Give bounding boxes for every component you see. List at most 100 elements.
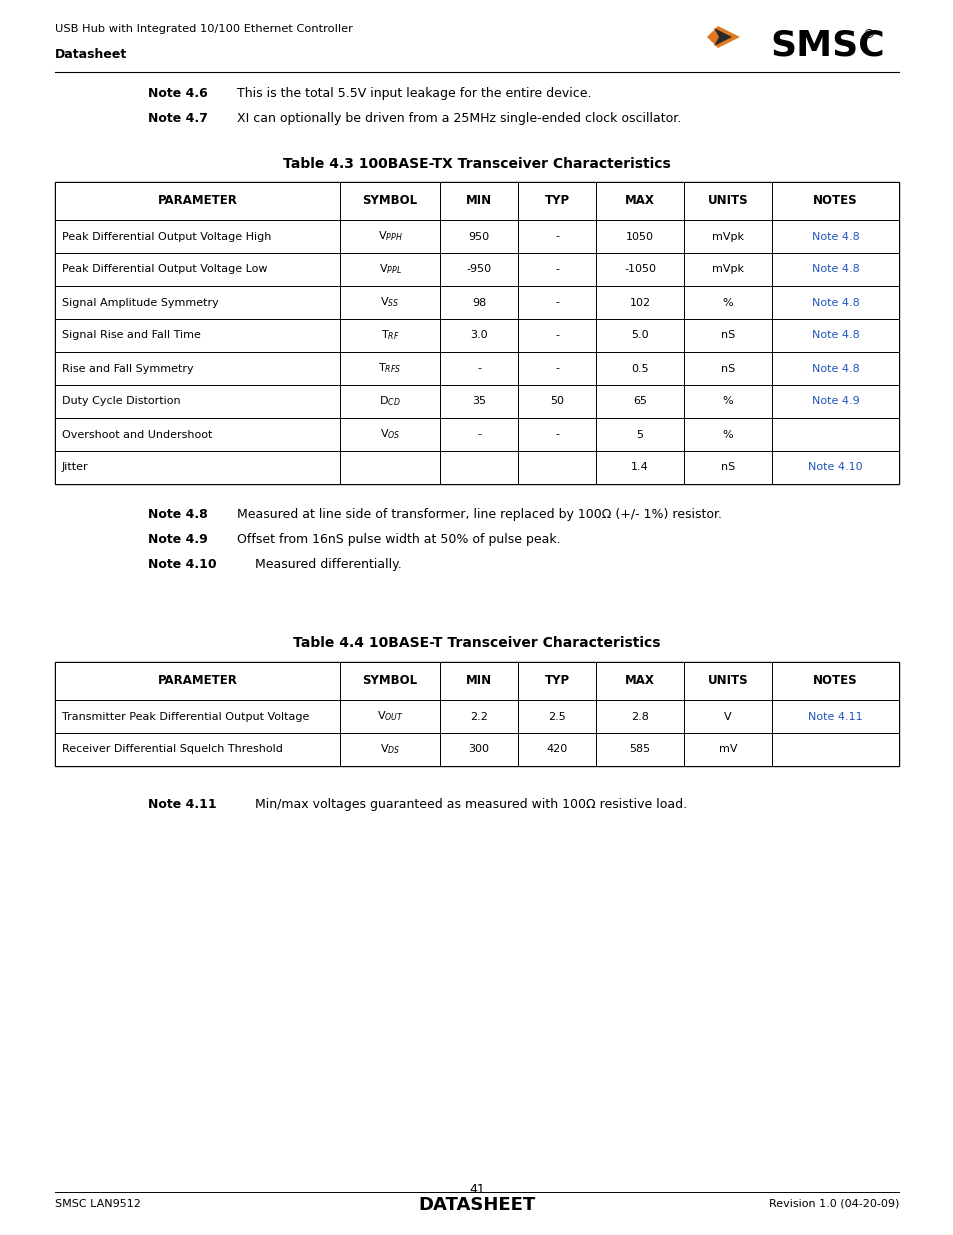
Text: -950: -950	[466, 264, 491, 274]
Text: MAX: MAX	[624, 194, 655, 207]
Text: Note 4.11: Note 4.11	[807, 711, 862, 721]
Text: This is the total 5.5V input leakage for the entire device.: This is the total 5.5V input leakage for…	[236, 86, 591, 100]
Text: 300: 300	[468, 745, 489, 755]
Text: %: %	[722, 396, 733, 406]
Bar	[771, 385, 898, 417]
Bar	[439, 352, 517, 385]
Text: Rise and Fall Symmetry: Rise and Fall Symmetry	[62, 363, 193, 373]
Text: T$_{RF}$: T$_{RF}$	[380, 329, 399, 342]
Text: V: V	[723, 711, 731, 721]
Text: USB Hub with Integrated 10/100 Ethernet Controller: USB Hub with Integrated 10/100 Ethernet …	[55, 23, 353, 35]
Bar	[439, 253, 517, 287]
Bar	[683, 734, 771, 766]
Bar	[55, 319, 339, 352]
Text: 950: 950	[468, 231, 489, 242]
Bar	[55, 220, 339, 253]
Text: NOTES: NOTES	[812, 674, 857, 688]
Text: nS: nS	[720, 363, 735, 373]
Bar	[596, 662, 683, 700]
Text: Transmitter Peak Differential Output Voltage: Transmitter Peak Differential Output Vol…	[62, 711, 309, 721]
Text: Note 4.6: Note 4.6	[148, 86, 208, 100]
Text: Note 4.10: Note 4.10	[807, 462, 862, 473]
Bar	[683, 385, 771, 417]
Text: Datasheet: Datasheet	[55, 48, 127, 61]
Bar	[55, 451, 339, 484]
Text: mVpk: mVpk	[711, 231, 743, 242]
Text: UNITS: UNITS	[707, 674, 747, 688]
Text: Note 4.8: Note 4.8	[811, 298, 859, 308]
Bar	[439, 287, 517, 319]
Bar	[439, 385, 517, 417]
Bar	[596, 182, 683, 220]
Text: SMSC: SMSC	[769, 28, 883, 62]
Bar	[439, 417, 517, 451]
Bar	[339, 352, 439, 385]
Bar	[439, 451, 517, 484]
Bar	[771, 700, 898, 734]
Bar	[596, 220, 683, 253]
Text: V$_{PPH}$: V$_{PPH}$	[377, 230, 402, 243]
Text: 102: 102	[629, 298, 650, 308]
Bar	[517, 662, 596, 700]
Bar	[55, 700, 339, 734]
Text: TYP: TYP	[544, 194, 569, 207]
Text: %: %	[722, 430, 733, 440]
Bar	[339, 385, 439, 417]
Bar	[517, 734, 596, 766]
Text: SYMBOL: SYMBOL	[362, 194, 417, 207]
Bar	[517, 352, 596, 385]
Text: 2.2: 2.2	[470, 711, 487, 721]
Bar	[683, 662, 771, 700]
Bar	[55, 385, 339, 417]
Text: 1050: 1050	[625, 231, 654, 242]
Text: Receiver Differential Squelch Threshold: Receiver Differential Squelch Threshold	[62, 745, 283, 755]
Bar	[339, 220, 439, 253]
Text: 98: 98	[472, 298, 486, 308]
Bar	[683, 417, 771, 451]
Text: ®: ®	[862, 28, 874, 41]
Bar	[517, 451, 596, 484]
Text: Measured differentially.: Measured differentially.	[254, 558, 401, 571]
Bar	[771, 319, 898, 352]
Text: V$_{OUT}$: V$_{OUT}$	[376, 710, 403, 724]
Bar	[339, 700, 439, 734]
Text: mVpk: mVpk	[711, 264, 743, 274]
Text: -: -	[555, 231, 558, 242]
Text: nS: nS	[720, 331, 735, 341]
Bar	[596, 319, 683, 352]
Bar	[339, 253, 439, 287]
Bar	[55, 662, 339, 700]
Text: V$_{DS}$: V$_{DS}$	[379, 742, 399, 756]
Bar	[683, 182, 771, 220]
Text: Note 4.8: Note 4.8	[148, 508, 208, 521]
Bar	[517, 253, 596, 287]
Text: -: -	[555, 264, 558, 274]
Text: 2.8: 2.8	[630, 711, 648, 721]
Bar	[683, 253, 771, 287]
Text: UNITS: UNITS	[707, 194, 747, 207]
Text: Min/max voltages guaranteed as measured with 100Ω resistive load.: Min/max voltages guaranteed as measured …	[254, 798, 686, 811]
Text: Revision 1.0 (04-20-09): Revision 1.0 (04-20-09)	[768, 1199, 898, 1209]
Text: V$_{SS}$: V$_{SS}$	[380, 295, 399, 310]
Bar	[55, 287, 339, 319]
Text: 2.5: 2.5	[548, 711, 565, 721]
Text: DATASHEET: DATASHEET	[418, 1195, 535, 1214]
Text: MAX: MAX	[624, 674, 655, 688]
Text: 41: 41	[469, 1183, 484, 1195]
Bar	[596, 385, 683, 417]
Bar	[596, 253, 683, 287]
Text: TYP: TYP	[544, 674, 569, 688]
Text: Offset from 16nS pulse width at 50% of pulse peak.: Offset from 16nS pulse width at 50% of p…	[236, 534, 560, 546]
Bar	[517, 220, 596, 253]
Bar	[683, 220, 771, 253]
Bar	[771, 220, 898, 253]
Text: 5.0: 5.0	[631, 331, 648, 341]
Text: Note 4.7: Note 4.7	[148, 112, 208, 125]
Text: PARAMETER: PARAMETER	[157, 194, 237, 207]
Text: -: -	[555, 298, 558, 308]
Bar	[596, 451, 683, 484]
Text: V$_{OS}$: V$_{OS}$	[379, 427, 400, 441]
Bar	[771, 451, 898, 484]
Bar	[683, 287, 771, 319]
Bar	[517, 700, 596, 734]
